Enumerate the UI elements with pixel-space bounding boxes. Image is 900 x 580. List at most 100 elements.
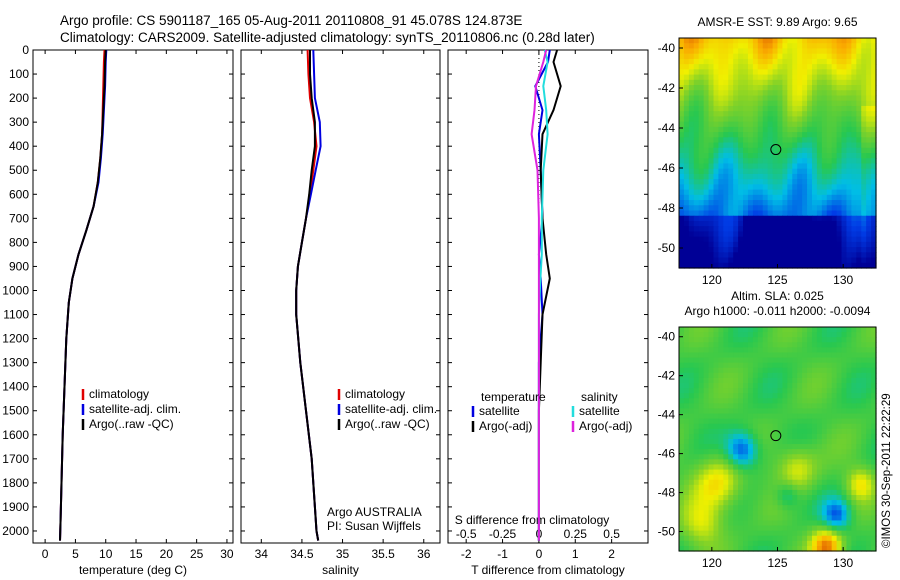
heatmap-cell <box>693 444 700 450</box>
heatmap-cell <box>787 111 793 118</box>
heatmap-cell <box>747 53 754 60</box>
heatmap-cell <box>831 530 838 537</box>
heatmap-cell <box>782 262 788 269</box>
heatmap-cell <box>777 90 784 97</box>
heatmap-cell <box>871 347 877 354</box>
heatmap-cell <box>797 433 803 440</box>
heatmap-cell <box>703 132 710 138</box>
heatmap-cell <box>782 247 788 253</box>
heatmap-cell <box>821 388 828 394</box>
heatmap-cell <box>836 454 843 460</box>
heatmap-cell <box>728 403 734 410</box>
heatmap-cell <box>811 126 818 133</box>
heatmap-cell <box>787 500 793 506</box>
heatmap-cell <box>718 357 724 364</box>
heatmap-cell <box>816 90 823 97</box>
heatmap-cell <box>752 413 759 420</box>
heatmap-cell <box>747 105 754 112</box>
heatmap-cell <box>683 413 690 420</box>
heatmap-cell <box>679 43 685 50</box>
heatmap-cell <box>683 132 690 138</box>
heatmap-cell <box>836 327 843 333</box>
heatmap-cell <box>866 377 872 384</box>
heatmap-cell <box>792 85 798 91</box>
heatmap-cell <box>787 342 793 348</box>
heatmap-cell <box>772 332 779 338</box>
heatmap-cell <box>861 105 867 112</box>
heatmap-cell <box>762 423 769 430</box>
heatmap-cell <box>728 479 734 486</box>
heatmap-cell <box>866 168 872 175</box>
heatmap-cell <box>802 262 808 269</box>
heatmap-cell <box>708 48 715 55</box>
heatmap-cell <box>851 403 857 410</box>
heatmap-cell <box>856 69 862 76</box>
heatmap-cell <box>743 189 749 196</box>
heatmap-cell <box>802 69 808 76</box>
heatmap-cell <box>802 383 808 389</box>
heatmap-cell <box>841 372 848 379</box>
heatmap-cell <box>782 257 788 264</box>
heatmap-cell <box>831 100 838 107</box>
heatmap-cell <box>797 530 803 537</box>
heatmap-cell <box>797 252 803 259</box>
heatmap-cell <box>683 377 690 384</box>
heatmap-cell <box>782 85 788 91</box>
heatmap-cell <box>728 111 734 118</box>
heatmap-cell <box>683 105 690 112</box>
heatmap-cell <box>752 205 759 212</box>
heatmap-cell <box>866 153 872 159</box>
heatmap-cell <box>866 362 872 369</box>
legend-label: satellite <box>579 404 620 418</box>
heatmap-cell <box>767 194 774 201</box>
heatmap-cell <box>866 459 872 466</box>
heatmap-cell <box>679 184 685 191</box>
heatmap-cell <box>713 342 719 348</box>
heatmap-cell <box>743 158 749 165</box>
heatmap-cell <box>831 215 838 222</box>
heatmap-cell <box>718 489 724 496</box>
heatmap-cell <box>757 79 764 86</box>
heatmap-cell <box>792 342 798 348</box>
heatmap-cell <box>836 444 843 450</box>
heatmap-cell <box>846 540 852 547</box>
heatmap-cell <box>846 205 852 212</box>
heatmap-cell <box>679 231 685 238</box>
heatmap-cell <box>871 352 877 359</box>
heatmap-cell <box>861 215 867 222</box>
heatmap-cell <box>821 540 828 547</box>
heatmap-cell <box>752 469 759 476</box>
heatmap-cell <box>861 158 867 165</box>
heatmap-cell <box>718 205 724 212</box>
heatmap-cell <box>841 53 848 60</box>
heatmap-cell <box>738 58 744 65</box>
heatmap-cell <box>777 132 784 138</box>
heatmap-cell <box>841 173 848 180</box>
heatmap-cell <box>718 413 724 420</box>
heatmap-cell <box>738 132 744 138</box>
heatmap-cell <box>757 352 764 359</box>
legend-label: Argo(-adj) <box>579 419 632 433</box>
heatmap-cell <box>797 423 803 430</box>
heatmap-cell <box>782 510 788 516</box>
heatmap-cell <box>841 38 848 44</box>
heatmap-cell <box>802 484 808 491</box>
heatmap-cell <box>772 69 779 76</box>
heatmap-cell <box>787 85 793 91</box>
heatmap-cell <box>846 153 852 159</box>
heatmap-cell <box>841 43 848 50</box>
heatmap-cell <box>782 479 788 486</box>
heatmap-cell <box>811 163 818 170</box>
heatmap-cell <box>811 347 818 354</box>
heatmap-cell <box>723 205 729 212</box>
heatmap-cell <box>787 64 793 70</box>
heatmap-cell <box>679 408 685 415</box>
heatmap-cell <box>762 100 769 107</box>
heatmap-cell <box>792 367 798 374</box>
heatmap-cell <box>851 95 857 102</box>
heatmap-cell <box>782 372 788 379</box>
heatmap-cell <box>698 116 705 123</box>
heatmap-cell <box>851 53 857 60</box>
heatmap-cell <box>851 449 857 455</box>
heatmap-cell <box>772 121 779 128</box>
